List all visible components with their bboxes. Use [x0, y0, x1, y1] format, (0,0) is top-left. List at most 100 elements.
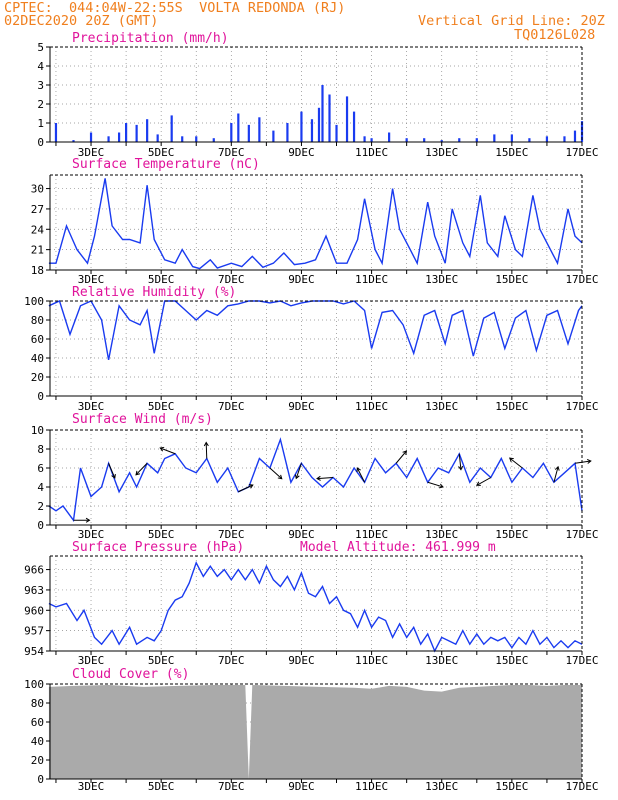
panel-title-5: Cloud Cover (%) [72, 667, 189, 682]
x-date-label: 7DEC [218, 146, 245, 159]
header-date: 02DEC2020 20Z (GMT) [4, 13, 159, 29]
wind-arrow [427, 481, 444, 488]
x-date-label: 5DEC [148, 528, 175, 541]
precip-bar [370, 138, 373, 142]
precip-bar [107, 136, 110, 142]
precip-bar [230, 123, 233, 142]
cloud-cover-area [48, 685, 582, 779]
y-tick-label: 0 [37, 519, 44, 532]
x-date-label: 13DEC [425, 780, 458, 793]
wind-arrow [205, 442, 208, 459]
x-date-label: 17DEC [565, 146, 598, 159]
y-tick-label: 954 [24, 645, 44, 658]
precip-bar [247, 124, 250, 142]
precip-bar [170, 115, 173, 142]
y-tick-label: 18 [31, 264, 44, 277]
x-date-label: 3DEC [78, 400, 105, 413]
precip-bar [272, 130, 275, 142]
x-date-label: 17DEC [565, 273, 598, 286]
wind-arrow [160, 447, 176, 455]
y-tick-label: 10 [31, 424, 44, 437]
x-date-label: 3DEC [78, 273, 105, 286]
precip-bar [117, 132, 121, 142]
series-line-2 [48, 300, 583, 361]
x-date-label: 9DEC [288, 780, 315, 793]
precip-bar [300, 111, 303, 142]
y-tick-label: 40 [31, 352, 44, 365]
wind-arrow-head [85, 517, 91, 523]
y-tick-label: 2 [37, 98, 44, 111]
precip-bar [563, 136, 566, 142]
y-tick-label: 2 [37, 500, 44, 513]
x-date-label: 9DEC [288, 528, 315, 541]
x-date-label: 15DEC [495, 528, 528, 541]
wind-arrow-head [316, 475, 321, 481]
y-tick-label: 27 [31, 203, 44, 216]
x-date-label: 11DEC [355, 146, 388, 159]
x-date-label: 17DEC [565, 528, 598, 541]
y-tick-label: 80 [31, 697, 44, 710]
x-date-label: 9DEC [288, 654, 315, 667]
precip-bar [545, 136, 549, 142]
wind-arrow [238, 484, 254, 493]
precip-bar [440, 140, 443, 142]
wind-arrow [135, 462, 148, 476]
y-tick-label: 24 [31, 223, 45, 236]
x-date-label: 15DEC [495, 273, 528, 286]
x-date-label: 9DEC [288, 400, 315, 413]
wind-arrow [108, 463, 116, 479]
y-tick-label: 1 [37, 117, 44, 130]
y-tick-label: 20 [31, 754, 44, 767]
wind-arrow [356, 467, 366, 483]
wind-arrow [553, 466, 559, 483]
precip-bar [321, 85, 324, 142]
wind-arrow-head [248, 484, 254, 489]
y-tick-label: 20 [31, 371, 44, 384]
precip-bar [493, 134, 496, 142]
x-date-label: 7DEC [218, 528, 245, 541]
precip-bar [156, 134, 159, 142]
precip-bar [125, 123, 128, 142]
x-date-label: 11DEC [355, 528, 388, 541]
wind-arrow-head [111, 473, 116, 479]
x-date-label: 5DEC [148, 654, 175, 667]
wind-arrow-head [402, 450, 408, 456]
x-date-label: 5DEC [148, 146, 175, 159]
y-tick-label: 6 [37, 462, 44, 475]
precip-bar [388, 132, 391, 142]
wind-arrow-head [458, 465, 464, 471]
x-date-label: 13DEC [425, 400, 458, 413]
y-tick-label: 4 [37, 481, 44, 494]
precip-bar [573, 130, 577, 142]
precip-bar [195, 136, 198, 142]
wind-arrow-head [356, 467, 361, 473]
precip-bar [89, 132, 93, 142]
wind-arrow [269, 467, 283, 480]
y-tick-label: 957 [24, 625, 44, 638]
x-date-label: 3DEC [78, 528, 105, 541]
precip-bar [146, 119, 149, 142]
y-tick-label: 80 [31, 314, 44, 327]
wind-arrow-head [277, 474, 283, 480]
y-tick-label: 100 [24, 295, 44, 308]
wind-arrow-head [438, 483, 444, 489]
y-tick-label: 4 [37, 60, 44, 73]
wind-arrow [295, 463, 302, 479]
header: CPTEC: 044:04W-22:55S VOLTA REDONDA (RJ)… [0, 0, 618, 48]
y-tick-label: 3 [37, 79, 44, 92]
x-date-label: 7DEC [218, 400, 245, 413]
precip-bar [405, 138, 408, 142]
series-line-1 [48, 178, 583, 270]
precip-bar [580, 121, 584, 142]
wind-arrow-head [586, 458, 592, 464]
x-date-label: 13DEC [425, 146, 458, 159]
wind-arrow [317, 477, 334, 480]
x-date-label: 13DEC [425, 528, 458, 541]
precip-bar [352, 111, 356, 142]
y-tick-label: 21 [31, 244, 44, 257]
precip-bar [212, 138, 215, 142]
x-date-label: 7DEC [218, 780, 245, 793]
precip-bar [54, 123, 58, 142]
header-code: TQ0126L028 [514, 27, 596, 43]
x-date-label: 17DEC [565, 780, 598, 793]
